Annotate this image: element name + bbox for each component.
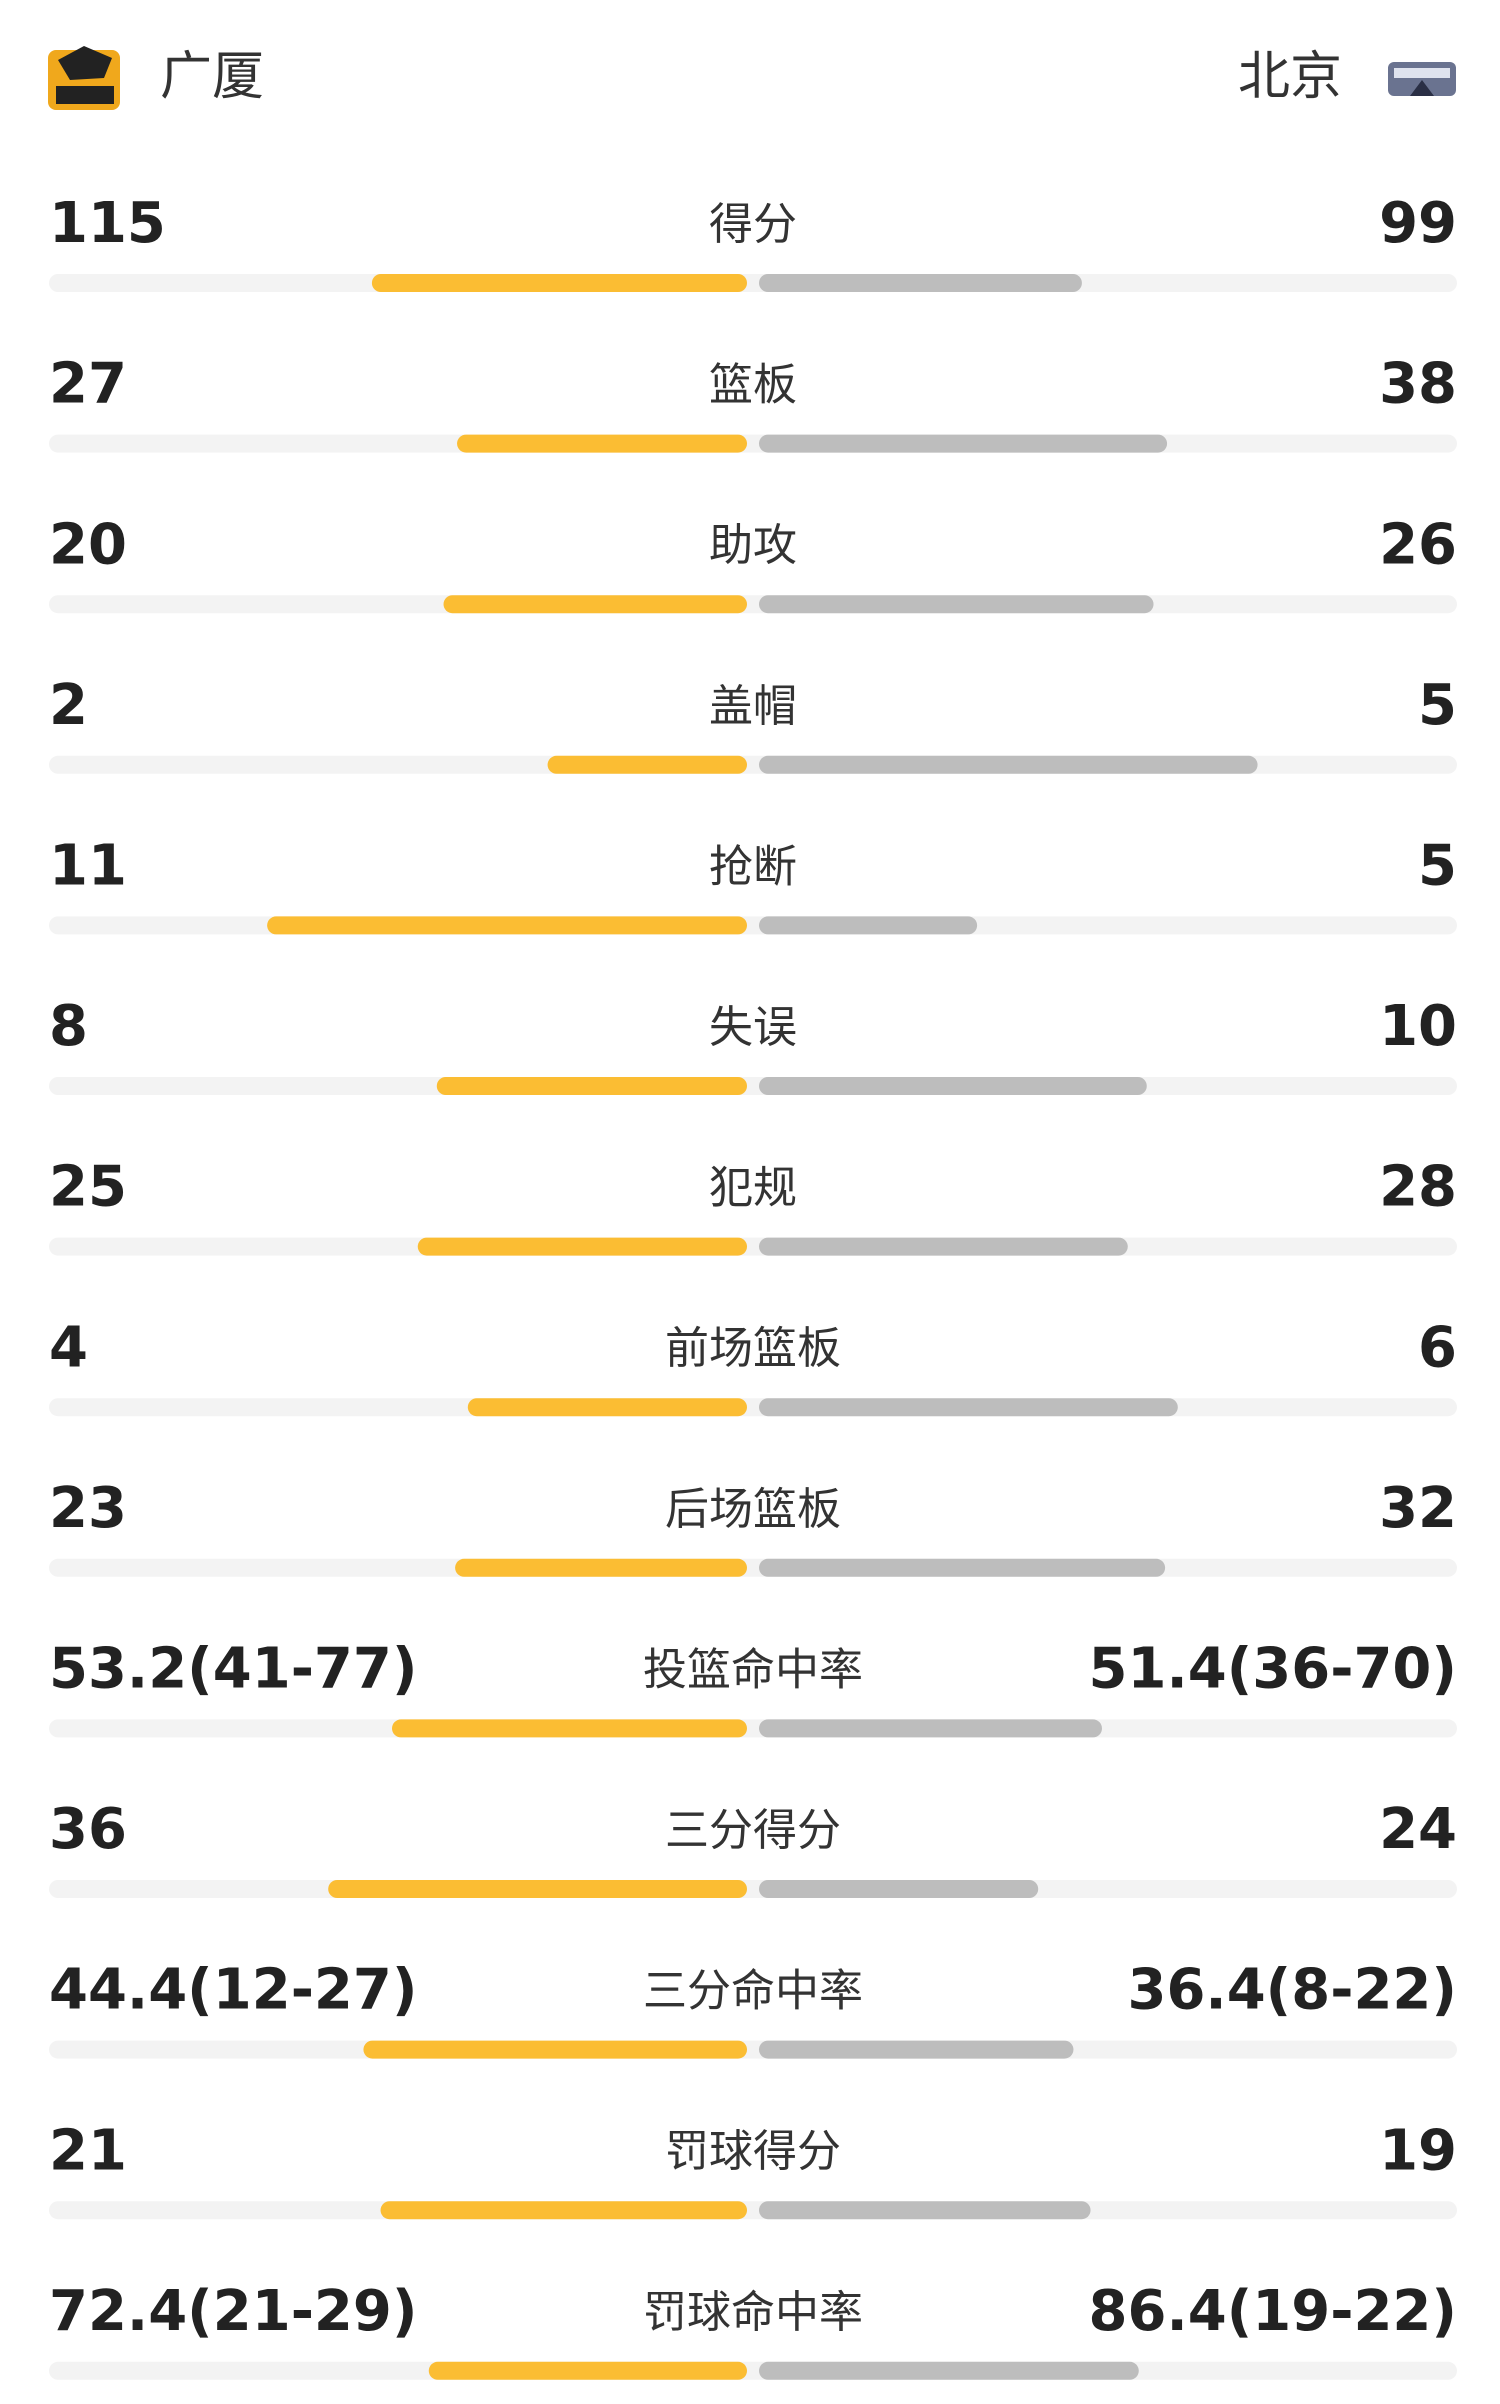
home-value: 72.4(21-29)	[49, 2279, 417, 2344]
away-bar	[759, 434, 1168, 453]
track	[49, 916, 1457, 935]
home-bar	[417, 1237, 747, 1256]
track	[49, 595, 1457, 614]
track	[49, 434, 1457, 453]
away-bar	[759, 2201, 1091, 2220]
home-value: 21	[49, 2118, 127, 2183]
home-value: 25	[49, 1155, 127, 1220]
stat-label: 得分	[709, 199, 797, 250]
away-bar	[759, 755, 1258, 774]
stat-label: 篮板	[709, 360, 797, 411]
track	[49, 1558, 1457, 1577]
away-team: 北京	[1238, 47, 1342, 107]
stat-label: 抢断	[709, 841, 797, 892]
track	[49, 1719, 1457, 1738]
away-value: 36.4(8-22)	[1128, 1958, 1458, 2023]
track	[49, 2040, 1457, 2059]
stat-label: 罚球命中率	[643, 2287, 863, 2338]
away-value: 38	[1379, 352, 1457, 417]
away-bar	[759, 274, 1082, 292]
home-value: 44.4(12-27)	[49, 1958, 417, 2023]
home-bar	[455, 1558, 747, 1577]
home-bar	[436, 1077, 747, 1095]
track	[49, 2201, 1457, 2220]
stat-label: 投篮命中率	[643, 1644, 863, 1695]
home-bar	[380, 2201, 747, 2220]
away-value: 5	[1418, 673, 1457, 738]
stat-label: 助攻	[709, 520, 797, 571]
home-value: 27	[49, 352, 127, 417]
home-bar	[328, 1880, 747, 1898]
away-value: 51.4(36-70)	[1089, 1637, 1457, 1702]
track	[49, 2361, 1457, 2380]
stat-label: 前场篮板	[665, 1323, 841, 1374]
away-bar	[759, 1719, 1102, 1738]
away-bar	[759, 1880, 1039, 1898]
stat-label: 后场篮板	[665, 1484, 841, 1535]
home-logo	[48, 46, 120, 110]
away-value: 5	[1418, 834, 1457, 899]
away-bar	[759, 916, 978, 935]
away-bar	[759, 2361, 1139, 2380]
stat-label: 失误	[709, 1002, 797, 1053]
home-bar	[363, 2040, 747, 2059]
away-value: 86.4(19-22)	[1089, 2279, 1457, 2344]
stat-label: 三分命中率	[643, 1966, 863, 2017]
home-bar	[391, 1719, 747, 1738]
stat-label: 三分得分	[665, 1805, 841, 1856]
stat-label: 犯规	[709, 1163, 797, 1214]
away-value: 26	[1379, 512, 1457, 577]
stat-label: 盖帽	[709, 681, 797, 732]
away-value: 10	[1379, 994, 1457, 1059]
home-team: 广厦	[160, 47, 264, 107]
home-value: 2	[49, 673, 88, 738]
track	[49, 1880, 1457, 1898]
track	[49, 1237, 1457, 1256]
home-bar	[457, 434, 747, 453]
home-value: 20	[49, 512, 127, 577]
home-value: 53.2(41-77)	[49, 1637, 417, 1702]
away-bar	[759, 1558, 1166, 1577]
home-value: 11	[49, 834, 127, 899]
track	[49, 1398, 1457, 1417]
away-bar	[759, 1398, 1178, 1417]
away-bar	[759, 595, 1154, 614]
home-bar	[267, 916, 747, 935]
track	[49, 1077, 1457, 1095]
home-bar	[371, 274, 747, 292]
away-bar	[759, 2040, 1074, 2059]
away-value: 28	[1379, 1155, 1457, 1220]
home-value: 4	[49, 1315, 88, 1380]
stat-label: 罚球得分	[665, 2126, 841, 2177]
away-value: 32	[1379, 1476, 1457, 1541]
home-value: 8	[49, 994, 88, 1059]
away-bar	[759, 1077, 1147, 1095]
away-value: 19	[1379, 2118, 1457, 2183]
home-value: 23	[49, 1476, 127, 1541]
away-value: 24	[1379, 1797, 1457, 1862]
away-bar	[759, 1237, 1128, 1256]
home-bar	[467, 1398, 747, 1417]
away-value: 6	[1418, 1315, 1457, 1380]
away-logo	[1388, 62, 1456, 96]
home-bar	[428, 2361, 747, 2380]
away-value: 99	[1379, 191, 1457, 256]
home-bar	[443, 595, 747, 614]
home-value: 115	[49, 191, 166, 256]
home-value: 36	[49, 1797, 127, 1862]
track	[49, 274, 1457, 292]
home-bar	[547, 755, 747, 774]
